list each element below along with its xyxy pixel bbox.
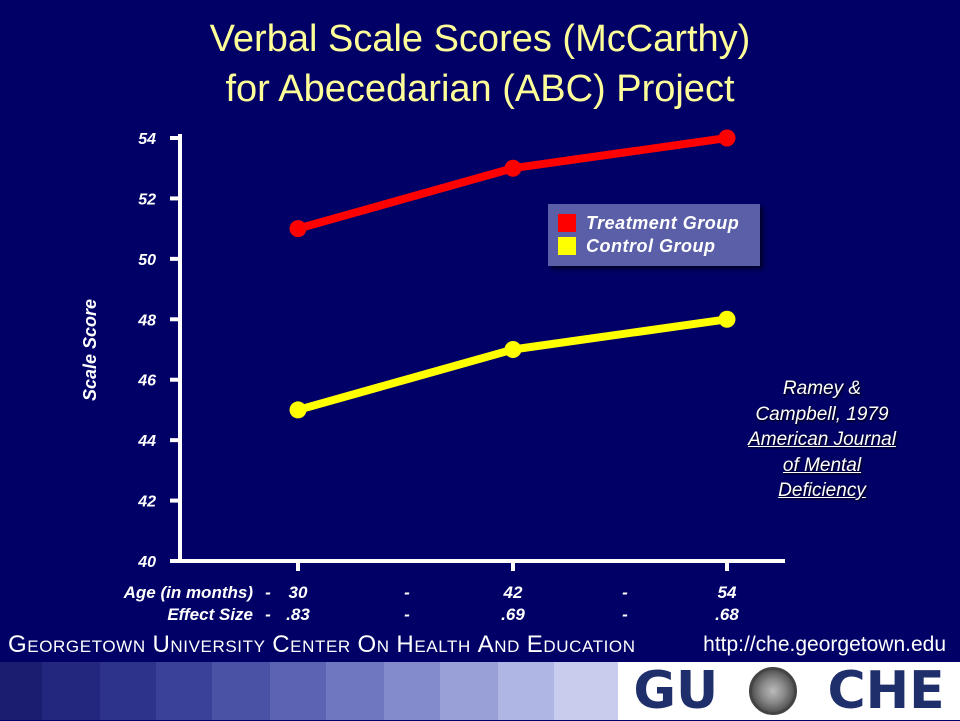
y-tick-label: 40 [137, 554, 156, 571]
age-row-label: Age (in months) [123, 583, 254, 602]
series-line-control [296, 315, 728, 414]
effect-size-cell: - [622, 605, 628, 624]
band-block [42, 662, 100, 720]
legend-label-control: Control Group [586, 235, 716, 256]
footer-org-name: GEORGETOWN UNIVERSITY CENTER ON HEALTH A… [8, 631, 636, 658]
logo-text-gu: GU [633, 661, 719, 721]
age-cell: - [404, 583, 410, 602]
band-block [498, 662, 554, 720]
data-point-treatment [718, 129, 736, 147]
effect-size-cell: .69 [501, 605, 525, 624]
y-axis-label: Scale Score [80, 299, 100, 401]
y-tick-label: 52 [138, 191, 156, 208]
effect-size-row-label: Effect Size [167, 605, 253, 624]
page-title-line1: Verbal Scale Scores (McCarthy) [209, 18, 751, 60]
age-cell: - [622, 583, 628, 602]
seal-icon [748, 667, 797, 715]
age-cell: 54 [718, 583, 737, 602]
legend-swatch-treatment [558, 214, 576, 232]
band-block [270, 662, 326, 720]
y-tick-label: 46 [137, 373, 156, 390]
guche-logo: GU CHE [618, 661, 960, 721]
citation-line-1: Ramey & [782, 378, 862, 399]
footer-url[interactable]: http://che.georgetown.edu [703, 633, 946, 656]
citation: Ramey & Campbell, 1979 American Journal … [712, 376, 932, 504]
footer-color-band [0, 662, 960, 720]
legend-swatch-control [558, 237, 576, 255]
effect-size-cell: .83 [286, 605, 310, 624]
legend-label-treatment: Treatment Group [586, 212, 740, 233]
data-point-control [718, 310, 736, 328]
citation-line-4: of Mental [782, 454, 862, 476]
age-cell: 42 [503, 583, 523, 602]
citation-line-2: Campbell, 1979 [755, 403, 889, 425]
band-block [554, 662, 618, 720]
band-block [384, 662, 440, 720]
data-point-control [289, 401, 307, 419]
y-tick-label: 44 [137, 433, 156, 450]
age-cell: 30 [289, 583, 308, 602]
age-cell: - [265, 583, 271, 602]
y-tick-label: 50 [138, 252, 156, 269]
effect-size-cell: .68 [715, 605, 739, 624]
data-point-treatment [289, 220, 307, 238]
band-block [156, 662, 212, 720]
citation-line-3: American Journal [748, 429, 896, 450]
y-tick-label: 48 [137, 312, 156, 329]
citation-line-5: Deficiency [778, 480, 866, 501]
data-point-treatment [504, 159, 522, 177]
chart-legend: Treatment Group Control Group [548, 204, 760, 266]
effect-size-cell: - [404, 605, 410, 624]
page-title-line2: for Abecedarian (ABC) Project [225, 68, 735, 110]
band-block [326, 662, 384, 720]
y-tick-label: 54 [138, 131, 156, 148]
line-chart: 40 42 44 46 48 50 52 54 Scale Score Age (in month… [80, 129, 785, 624]
band-block [0, 662, 42, 720]
data-point-control [504, 341, 522, 358]
effect-size-cell: - [265, 605, 271, 624]
legend-item-control: Control Group [558, 235, 715, 257]
footer-bar: GEORGETOWN UNIVERSITY CENTER ON HEALTH A… [0, 628, 960, 662]
logo-text-che: CHE [827, 661, 945, 721]
band-block [212, 662, 270, 720]
legend-item-treatment: Treatment Group [558, 212, 739, 234]
y-tick-label: 42 [137, 494, 156, 511]
band-block [440, 662, 498, 720]
band-block [100, 662, 156, 720]
